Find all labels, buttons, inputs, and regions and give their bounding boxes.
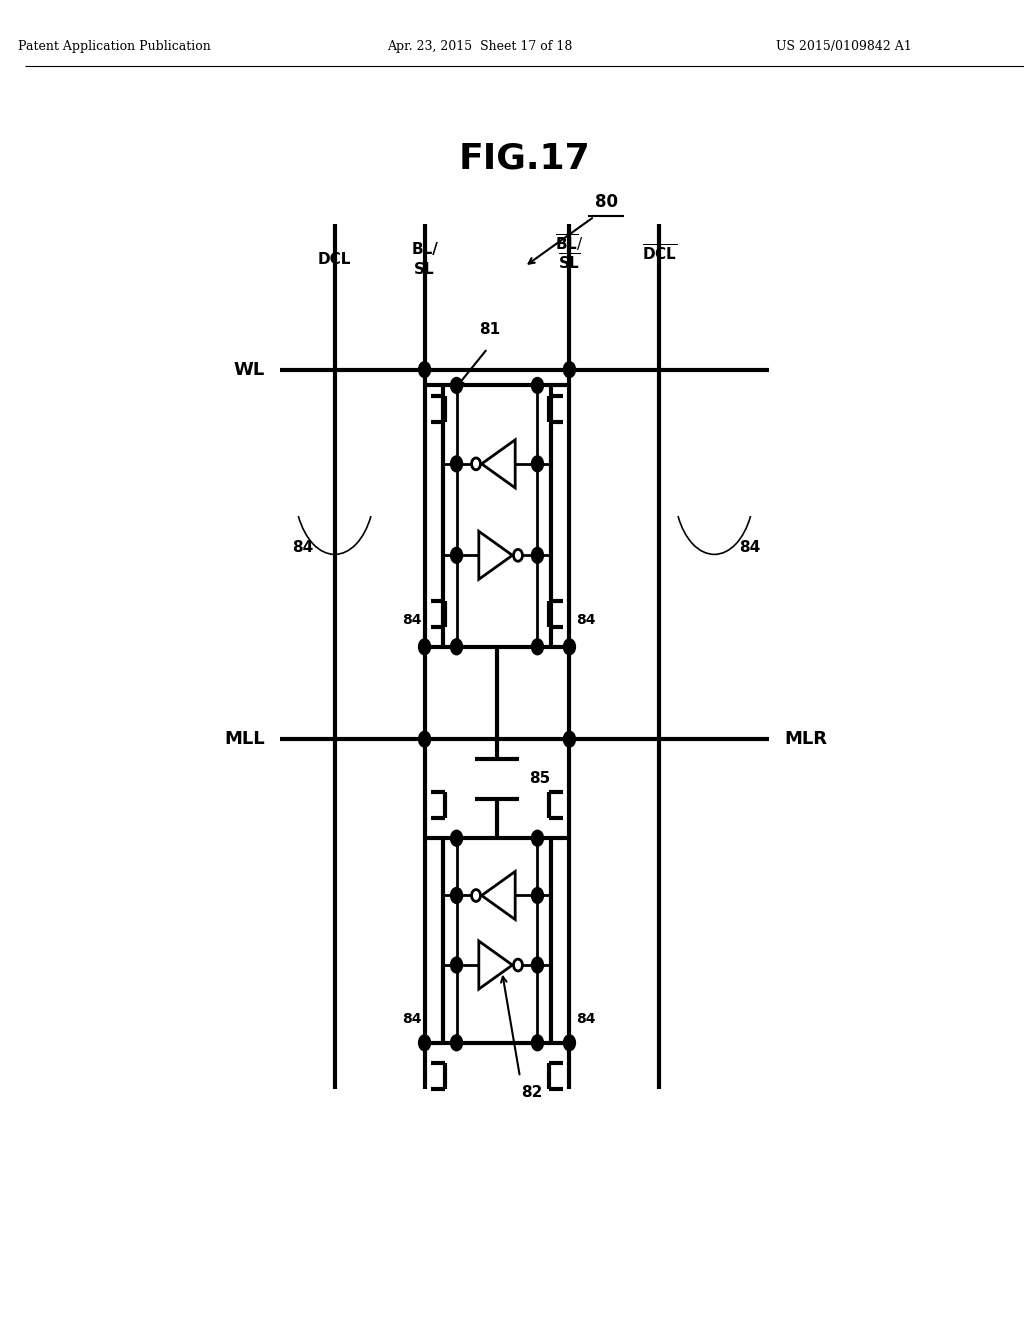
Circle shape bbox=[451, 455, 463, 471]
Circle shape bbox=[451, 548, 463, 564]
Text: SL: SL bbox=[415, 263, 435, 277]
Text: 84: 84 bbox=[292, 540, 313, 556]
Text: 84: 84 bbox=[401, 614, 421, 627]
Text: 84: 84 bbox=[575, 1012, 595, 1026]
Circle shape bbox=[451, 639, 463, 655]
Text: BL/: BL/ bbox=[411, 243, 438, 257]
Text: 84: 84 bbox=[575, 614, 595, 627]
Text: FIG.17: FIG.17 bbox=[459, 141, 591, 176]
Text: MLR: MLR bbox=[784, 730, 827, 748]
Text: 80: 80 bbox=[595, 193, 617, 211]
Circle shape bbox=[563, 731, 575, 747]
Circle shape bbox=[419, 362, 430, 378]
Text: MLL: MLL bbox=[224, 730, 265, 748]
Circle shape bbox=[563, 362, 575, 378]
Text: 85: 85 bbox=[529, 771, 550, 787]
Text: Patent Application Publication: Patent Application Publication bbox=[18, 40, 211, 53]
Circle shape bbox=[531, 378, 544, 393]
Circle shape bbox=[419, 731, 430, 747]
Text: 81: 81 bbox=[479, 322, 500, 338]
Circle shape bbox=[451, 957, 463, 973]
Circle shape bbox=[531, 548, 544, 564]
Circle shape bbox=[531, 830, 544, 846]
Circle shape bbox=[563, 639, 575, 655]
Text: $\mathbf{\overline{DCL}}$: $\mathbf{\overline{DCL}}$ bbox=[642, 244, 677, 264]
Circle shape bbox=[563, 1035, 575, 1051]
Circle shape bbox=[451, 1035, 463, 1051]
Circle shape bbox=[451, 378, 463, 393]
Text: WL: WL bbox=[233, 360, 265, 379]
Circle shape bbox=[531, 1035, 544, 1051]
Circle shape bbox=[451, 830, 463, 846]
Circle shape bbox=[531, 639, 544, 655]
Circle shape bbox=[451, 887, 463, 903]
Circle shape bbox=[531, 455, 544, 471]
Circle shape bbox=[419, 1035, 430, 1051]
Text: 84: 84 bbox=[401, 1012, 421, 1026]
Text: $\mathbf{\overline{SL}}$: $\mathbf{\overline{SL}}$ bbox=[558, 253, 581, 273]
Text: $\mathbf{\overline{BL}}$/: $\mathbf{\overline{BL}}$/ bbox=[555, 232, 584, 253]
Circle shape bbox=[419, 639, 430, 655]
Text: Apr. 23, 2015  Sheet 17 of 18: Apr. 23, 2015 Sheet 17 of 18 bbox=[387, 40, 572, 53]
Circle shape bbox=[531, 887, 544, 903]
Circle shape bbox=[531, 957, 544, 973]
Text: US 2015/0109842 A1: US 2015/0109842 A1 bbox=[776, 40, 912, 53]
Text: 84: 84 bbox=[738, 540, 760, 556]
Text: DCL: DCL bbox=[318, 252, 351, 267]
Text: 82: 82 bbox=[521, 1085, 543, 1101]
